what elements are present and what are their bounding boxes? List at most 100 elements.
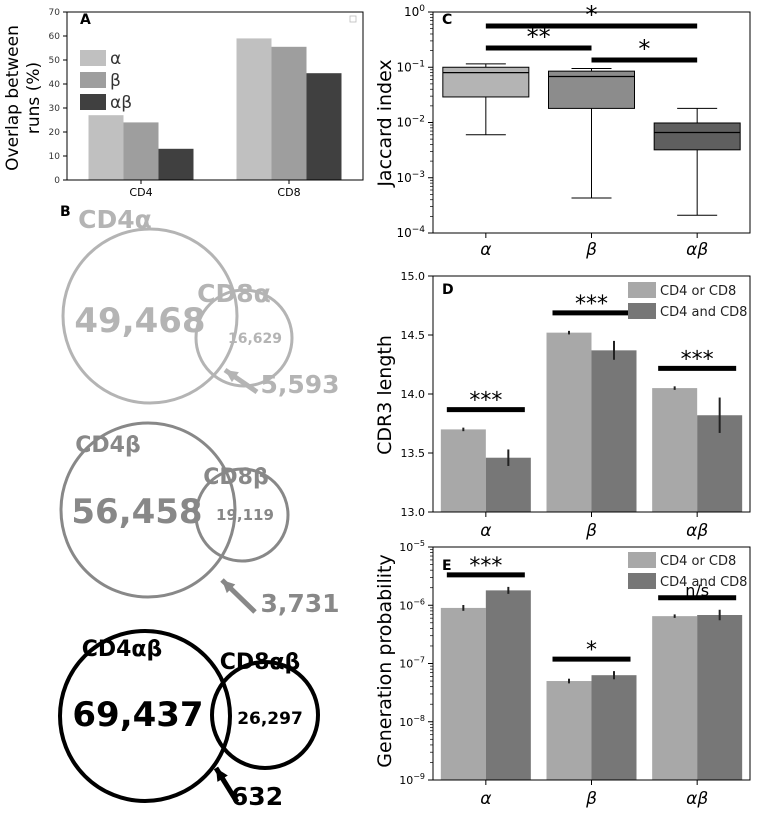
panel-e-significance-label: *** bbox=[469, 554, 502, 579]
panel-c-significance-label: ** bbox=[527, 23, 551, 51]
panel-d-x-label: β bbox=[585, 521, 597, 541]
panel-e-y-tick-label: 10−7 bbox=[399, 656, 425, 671]
panel-d-significance-label: *** bbox=[681, 347, 714, 372]
panel-e-legend-label: CD4 and CD8 bbox=[660, 575, 747, 590]
panel-d-bar bbox=[440, 429, 486, 512]
venn-arrow-head bbox=[222, 580, 236, 594]
panel-c-y-tick-label: 10−3 bbox=[396, 170, 425, 185]
venn-left-label: CD4β bbox=[75, 433, 140, 458]
panel-b-letter: B bbox=[60, 204, 71, 220]
panel-c-x-label: αβ bbox=[686, 240, 708, 260]
panel-a-y-tick-label: 60 bbox=[49, 32, 61, 42]
venn-overlap-count: 5,593 bbox=[260, 370, 339, 399]
panel-c-y-tick-label: 10−4 bbox=[396, 225, 425, 240]
panel-e-y-tick-label: 10−6 bbox=[399, 597, 425, 612]
panel-e-legend-label: CD4 or CD8 bbox=[660, 554, 736, 569]
panel-c-ylabel: Jaccard index bbox=[374, 59, 396, 187]
panel-d-x-label: αβ bbox=[686, 521, 708, 541]
venn-right-count: 26,297 bbox=[237, 709, 303, 729]
panel-a-legend-swatch bbox=[80, 94, 106, 110]
panel-d-bar bbox=[591, 350, 637, 512]
panel-a-bar bbox=[158, 148, 194, 180]
panel-c-x-label: α bbox=[480, 240, 491, 260]
panel-e-ylabel: Generation probability bbox=[374, 554, 396, 767]
panel-d-bars bbox=[440, 330, 743, 517]
panel-d-bar bbox=[652, 388, 698, 512]
panel-e-x-label: αβ bbox=[686, 789, 708, 809]
panel-a-corner-mark bbox=[349, 15, 357, 23]
venn-right-circle bbox=[194, 467, 290, 563]
panel-a-y-ticks: 0 10 20 30 40 50 60 70 bbox=[49, 8, 67, 186]
venn-left-circle bbox=[61, 227, 239, 405]
panel-c-significance-label: * bbox=[586, 1, 598, 29]
panel-a-y-tick-label: 30 bbox=[49, 104, 61, 114]
panel-e-x-label: α bbox=[480, 789, 491, 809]
panel-d-legend-swatch bbox=[628, 303, 656, 319]
panel-a-bar bbox=[88, 115, 124, 180]
panel-d-bar bbox=[546, 332, 592, 512]
panel-e-bar bbox=[591, 675, 637, 780]
panel-a-legend-label: αβ bbox=[110, 93, 132, 113]
panel-a-legend-label: β bbox=[110, 71, 121, 91]
panel-d-legend: CD4 or CD8 CD4 and CD8 bbox=[628, 282, 747, 320]
panel-d-legend-label: CD4 or CD8 bbox=[660, 284, 736, 299]
panel-a-ylabel-line1: Overlap between bbox=[3, 25, 23, 171]
panel-d: D CDR3 length 13.013.514.014.515.0 *****… bbox=[374, 270, 751, 541]
panel-d-legend-label: CD4 and CD8 bbox=[660, 305, 747, 320]
panel-e-bars bbox=[440, 586, 743, 785]
panel-a-y-tick-label: 10 bbox=[49, 152, 61, 162]
venn-overlap-count: 632 bbox=[231, 782, 283, 811]
panel-a-y-tick-label: 50 bbox=[49, 56, 61, 66]
venn-right-circle bbox=[210, 660, 320, 770]
panel-c-significance: *** * bbox=[485, 1, 698, 63]
panel-d-y-tick-label: 15.0 bbox=[401, 270, 426, 283]
panel-d-bar bbox=[485, 457, 531, 512]
panel-a-y-tick-label: 20 bbox=[49, 128, 61, 138]
panel-e-y-tick-label: 10−5 bbox=[399, 539, 425, 554]
panel-c-boxes bbox=[442, 63, 741, 238]
venn-left-label: CD4αβ bbox=[82, 637, 163, 662]
panel-d-x-labels: α β αβ bbox=[480, 521, 708, 541]
panel-a-legend-label: α bbox=[110, 49, 121, 69]
panel-a-frame bbox=[66, 11, 364, 181]
venn-arrow-head bbox=[225, 370, 239, 383]
panel-e-y-tick-label: 10−9 bbox=[399, 772, 425, 787]
panel-d-y-tick-label: 14.5 bbox=[401, 329, 426, 342]
panel-c-box bbox=[548, 70, 635, 109]
panel-a-bars bbox=[88, 38, 342, 184]
panel-d-significance-label: *** bbox=[575, 292, 608, 317]
panel-e-bar bbox=[440, 607, 486, 780]
panel-a-legend-swatch bbox=[80, 50, 106, 66]
panel-c-frame bbox=[432, 11, 751, 234]
venn-left-circle bbox=[58, 629, 232, 803]
panel-d-y-tick-label: 14.0 bbox=[401, 388, 426, 401]
panel-a-bar bbox=[271, 46, 307, 180]
panel-c-y-tick-label: 10−2 bbox=[396, 115, 425, 130]
panel-e-legend-swatch bbox=[628, 552, 656, 568]
panel-a-letter: A bbox=[80, 12, 91, 28]
panel-e-x-labels: α β αβ bbox=[480, 789, 708, 809]
panel-c-x-labels: α β αβ bbox=[480, 240, 708, 260]
panel-d-letter: D bbox=[442, 282, 454, 298]
panel-c-x-label: β bbox=[585, 240, 597, 260]
panel-e-bar bbox=[652, 616, 698, 780]
panel-a-bar bbox=[306, 73, 342, 180]
panel-d-frame bbox=[432, 275, 751, 513]
panel-e-legend-swatch bbox=[628, 573, 656, 589]
panel-c-significance-label: * bbox=[638, 35, 650, 63]
panel-d-legend-swatch bbox=[628, 282, 656, 298]
panel-d-y-tick-label: 13.0 bbox=[401, 506, 426, 519]
panel-e-frame bbox=[432, 546, 751, 781]
panel-e-x-label: β bbox=[585, 789, 597, 809]
panel-e-bar bbox=[697, 615, 743, 780]
panel-a-ylabel-line2: runs (%) bbox=[24, 62, 44, 134]
panel-a-y-tick-label: 70 bbox=[49, 8, 61, 18]
panel-a-x-label: CD8 bbox=[277, 186, 300, 199]
panel-d-y-tick-label: 13.5 bbox=[401, 447, 426, 460]
panel-d-x-label: α bbox=[480, 521, 491, 541]
venn-overlap-count: 3,731 bbox=[260, 589, 339, 618]
